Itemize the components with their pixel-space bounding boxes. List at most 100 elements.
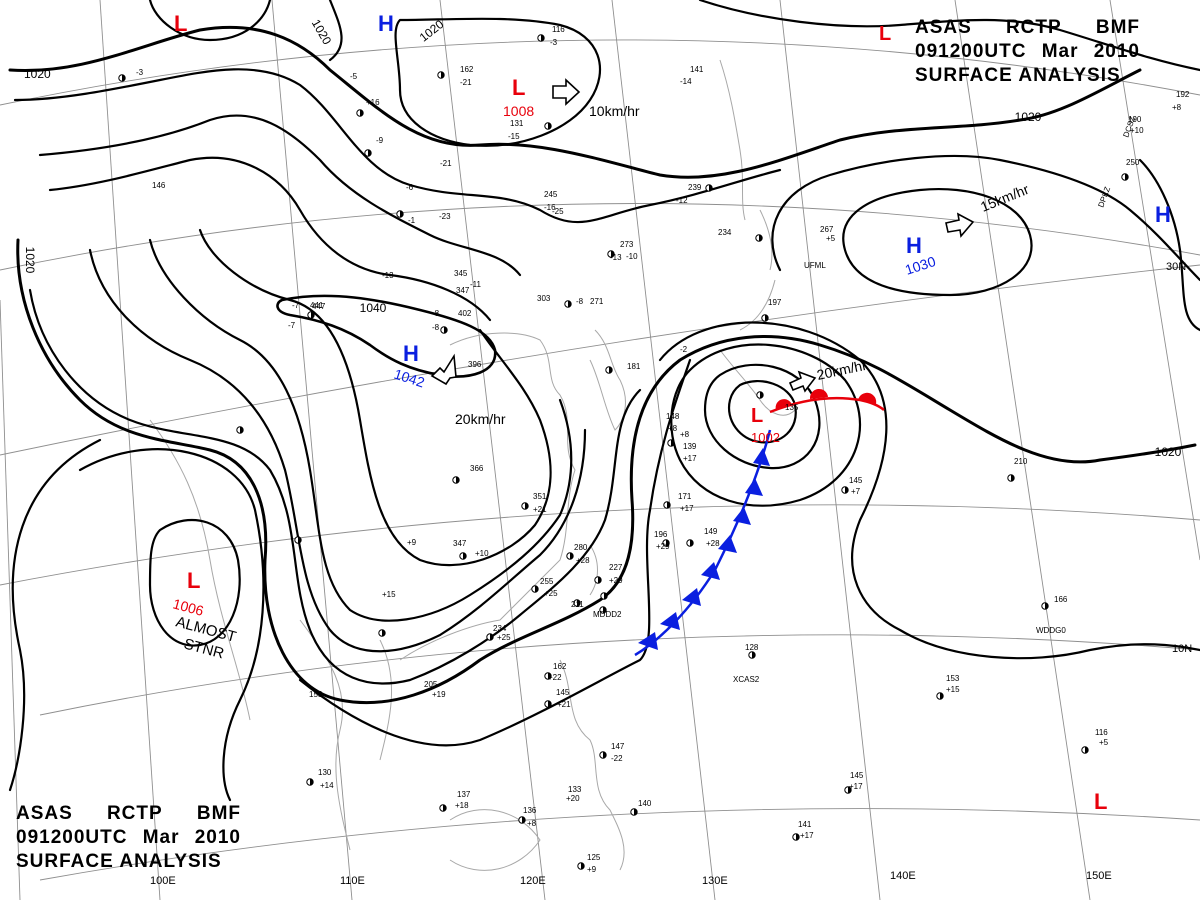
observation-value: 245 bbox=[544, 190, 558, 199]
observation-value: +25 bbox=[497, 633, 511, 642]
cold-front-barb bbox=[733, 507, 751, 525]
cold-front-barb bbox=[660, 612, 680, 630]
longitude-label: 130E bbox=[702, 875, 728, 887]
station-cloud-cover bbox=[796, 833, 800, 841]
station-cloud-cover bbox=[667, 501, 671, 509]
observation-value: +14 bbox=[320, 781, 334, 790]
observation-value: -7 bbox=[288, 321, 296, 330]
observation-value: 145 bbox=[556, 688, 570, 697]
observation-value: 162 bbox=[553, 662, 567, 671]
observation-value: -21 bbox=[460, 78, 472, 87]
station-id: WDDG0 bbox=[1036, 626, 1066, 635]
high-symbol: H bbox=[1155, 202, 1171, 227]
cold-front-barb bbox=[745, 478, 763, 496]
observation-value: 137 bbox=[457, 790, 471, 799]
observation-value: 141 bbox=[798, 820, 812, 829]
observation-value: 250 bbox=[1126, 158, 1140, 167]
observation-value: 181 bbox=[627, 362, 641, 371]
station-cloud-cover bbox=[671, 439, 675, 447]
header-code: BMF bbox=[1095, 17, 1140, 38]
observation-value: +18 bbox=[455, 801, 469, 810]
observation-value: +5 bbox=[1099, 738, 1109, 747]
observation-value: 125 bbox=[587, 853, 601, 862]
isobar-1024-b bbox=[28, 288, 642, 685]
observation-value: 116 bbox=[1095, 728, 1108, 737]
station-cloud-cover bbox=[525, 502, 529, 510]
isobar-1028-east bbox=[842, 188, 1033, 297]
motion-arrow-high-1042 bbox=[430, 353, 457, 386]
observation-value: -6 bbox=[406, 183, 414, 192]
station-cloud-cover bbox=[577, 599, 581, 607]
observation-value: 147 bbox=[611, 742, 625, 751]
header-line-3: SURFACE ANALYSIS bbox=[915, 64, 1140, 88]
observation-value: -14 bbox=[680, 77, 692, 86]
fronts bbox=[634, 388, 885, 657]
station-cloud-cover bbox=[444, 326, 448, 334]
observation-value: -11 bbox=[470, 280, 482, 289]
observation-value: 396 bbox=[468, 360, 482, 369]
observation-value: 130 bbox=[318, 768, 332, 777]
observation-value: 128 bbox=[745, 643, 759, 652]
observation-value: 145 bbox=[850, 771, 864, 780]
observation-value: +17 bbox=[800, 831, 814, 840]
isobar-south-west-low bbox=[148, 518, 241, 647]
observation-value: -13 bbox=[382, 271, 394, 280]
observation-value: 303 bbox=[537, 294, 551, 303]
observation-value: 234 bbox=[493, 624, 507, 633]
isobar-1024-east bbox=[771, 154, 1200, 282]
observation-value: -9 bbox=[376, 136, 384, 145]
coast-kamchatka bbox=[719, 59, 746, 221]
observation-value: +28 bbox=[706, 539, 720, 548]
cold-front-barb bbox=[701, 562, 720, 580]
header-time: 091200UTC bbox=[915, 41, 1027, 62]
observation-value: 131 bbox=[510, 119, 524, 128]
station-cloud-cover bbox=[603, 606, 607, 614]
isobar-1036 bbox=[198, 228, 552, 567]
observation-value: 162 bbox=[460, 65, 474, 74]
observation-value: -25 bbox=[552, 207, 564, 216]
low-pressure: 1006 bbox=[171, 595, 205, 619]
parallel-30n bbox=[0, 264, 1200, 456]
observation-value: 205 bbox=[424, 680, 438, 689]
header-month: Mar bbox=[1041, 41, 1079, 62]
observation-value: +7 bbox=[851, 487, 861, 496]
station-id: XCAS2 bbox=[733, 675, 760, 684]
station-cloud-cover bbox=[443, 804, 447, 812]
observation-value: 146 bbox=[152, 181, 166, 190]
station-cloud-cover bbox=[568, 300, 572, 308]
map-header-top: ASAS RCTP BMF 091200UTC Mar 2010 SURFACE… bbox=[915, 16, 1140, 88]
station-id: UFML bbox=[804, 261, 826, 270]
station-observations: 116 -3 141 -14 131 -15 162 -21 239-12 245 -16 273 -1… bbox=[136, 25, 1190, 874]
motion-label-high-1042: 20km/hr bbox=[455, 411, 506, 427]
observation-value: +29 bbox=[656, 542, 670, 551]
coast-japan bbox=[719, 209, 796, 416]
header-issuer: RCTP bbox=[1005, 17, 1062, 38]
isobars bbox=[8, 0, 1200, 802]
observation-value: +25 bbox=[544, 589, 558, 598]
observation-value: +10 bbox=[1130, 126, 1144, 135]
coast-philippines bbox=[559, 659, 625, 871]
observation-value: -8 bbox=[432, 323, 440, 332]
observation-value: -7 bbox=[292, 301, 300, 310]
low-symbol: L bbox=[1094, 789, 1107, 814]
station-cloud-cover bbox=[848, 786, 852, 794]
cold-front-barbs bbox=[638, 448, 770, 650]
observation-value: -15 bbox=[508, 132, 520, 141]
observation-value: 366 bbox=[470, 464, 484, 473]
station-cloud-cover bbox=[441, 71, 445, 79]
isobar-low-1002-d bbox=[658, 321, 1200, 660]
observation-value: +8 bbox=[1172, 103, 1182, 112]
isobar-label: 1020 bbox=[24, 67, 51, 81]
observation-value: +28 bbox=[576, 556, 590, 565]
parallel-0 bbox=[39, 808, 1200, 881]
isobar-1032-c bbox=[394, 17, 602, 147]
longitude-label: 110E bbox=[340, 875, 365, 887]
header-line-2: 091200UTC Mar 2010 bbox=[915, 40, 1140, 64]
low-symbol: L bbox=[512, 75, 525, 100]
observation-value: +17 bbox=[683, 454, 697, 463]
grid-labels: 110E 120E 130E 140E 150E 100E 30N 10N bbox=[150, 261, 1192, 887]
observation-value: -10 bbox=[626, 252, 638, 261]
observation-value: 140 bbox=[638, 799, 652, 808]
meridian-140e bbox=[779, 0, 881, 900]
observation-value: 255 bbox=[540, 577, 554, 586]
